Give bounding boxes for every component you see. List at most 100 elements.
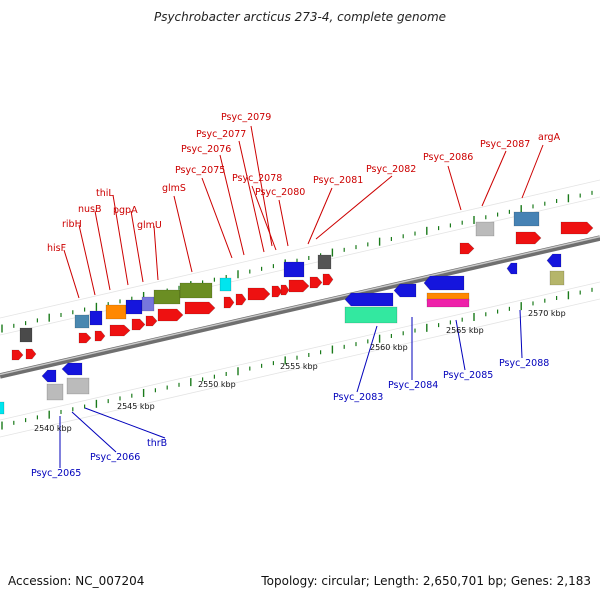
gene-feature (288, 279, 310, 293)
scale-label: 2540 kbp (34, 424, 72, 433)
gene-feature (157, 308, 184, 322)
gene-feature (475, 221, 495, 237)
gene-feature (459, 242, 475, 255)
gene-feature (515, 231, 542, 245)
gene-feature (94, 330, 106, 342)
gene-feature (153, 289, 181, 305)
gene-feature (141, 296, 155, 312)
gene-feature (283, 261, 305, 278)
gene-feature (145, 315, 158, 327)
gene-feature (109, 324, 131, 337)
gene-label: Psyc_2075 (175, 165, 225, 176)
scale-label: 2570 kbp (528, 309, 566, 318)
genome-summary-text: Topology: circular; Length: 2,650,701 bp… (261, 574, 591, 588)
gene-feature (11, 349, 24, 361)
gene-feature (105, 304, 127, 320)
gene-feature (280, 284, 290, 296)
accession-text: Accession: NC_007204 (8, 574, 145, 588)
label-leader (278, 199, 289, 247)
gene-label: Psyc_2081 (313, 175, 363, 186)
gene-label: Psyc_2080 (255, 187, 305, 198)
label-leaders (59, 125, 544, 468)
scale-label: 2565 kbp (446, 326, 484, 335)
label-leader (447, 165, 462, 211)
label-leader (519, 309, 523, 359)
scale-label: 2550 kbp (198, 380, 236, 389)
gene-label: pgpA (113, 205, 138, 216)
label-leader (356, 325, 378, 393)
gene-feature (426, 298, 470, 308)
gene-label: Psyc_2082 (366, 164, 416, 175)
gene-label: Psyc_2078 (232, 173, 282, 184)
gene-label: hisF (47, 243, 66, 254)
gene-feature (344, 306, 398, 324)
gene-label: Psyc_2086 (423, 152, 473, 163)
gene-feature (61, 362, 83, 376)
gene-feature (46, 383, 64, 401)
gene-feature (74, 314, 90, 329)
label-leader (130, 210, 144, 283)
gene-label: Psyc_2079 (221, 112, 271, 123)
label-leader (63, 249, 80, 299)
gene-label: Psyc_2076 (181, 144, 231, 155)
gene-label: argA (538, 132, 561, 143)
gene-labels: 2540 kbp 2545 kbp 2550 kbp 2555 kbp 2560 kbp… (31, 112, 566, 479)
gene-label: ribH (62, 219, 82, 230)
scale-label: 2560 kbp (370, 343, 408, 352)
label-leader (112, 194, 129, 286)
label-leader (238, 140, 265, 253)
label-leader (173, 195, 193, 273)
gene-feature (131, 318, 146, 331)
gene-feature (322, 273, 334, 286)
gene-feature (549, 270, 565, 286)
gene-feature (219, 277, 232, 292)
label-leader (315, 175, 393, 240)
gene-features (0, 211, 594, 415)
gene-feature (317, 254, 332, 270)
gene-feature (309, 276, 323, 289)
gene-label: glmS (162, 183, 186, 194)
gene-feature (78, 332, 92, 344)
gene-feature (393, 283, 417, 298)
track-outline (0, 281, 600, 421)
label-leader (455, 319, 466, 371)
gene-feature (247, 287, 271, 301)
label-leader (307, 187, 333, 245)
gene-feature (423, 275, 465, 291)
gene-label: Psyc_2085 (443, 370, 493, 381)
gene-feature (41, 369, 57, 383)
map-title: Psychrobacter arcticus 273-4, complete g… (153, 10, 447, 24)
gene-feature (344, 292, 394, 307)
gene-feature (235, 293, 247, 306)
gene-label: thrB (147, 438, 167, 449)
gene-label: Psyc_2083 (333, 392, 383, 403)
label-leader (201, 177, 233, 259)
gene-feature (19, 327, 33, 343)
gene-feature (513, 211, 540, 227)
label-leader (521, 144, 544, 199)
gene-label: thiL (96, 188, 114, 199)
gene-feature (560, 221, 594, 235)
track-outline (0, 179, 600, 319)
label-leader (250, 125, 273, 247)
gene-feature (179, 282, 213, 299)
gene-feature (506, 262, 518, 275)
label-leader (219, 154, 245, 256)
scale-label: 2555 kbp (280, 362, 318, 371)
gene-feature (184, 301, 216, 315)
gene-feature (546, 253, 562, 268)
label-leader (71, 411, 117, 453)
backbone (0, 235, 600, 379)
gene-label: nusB (78, 204, 102, 215)
label-leader (153, 225, 159, 281)
label-leader (94, 210, 111, 291)
gene-label: Psyc_2065 (31, 468, 81, 479)
gene-label: Psyc_2088 (499, 358, 549, 369)
gene-feature (125, 299, 143, 315)
gene-feature (66, 377, 90, 395)
label-leader (78, 224, 96, 296)
gene-label: Psyc_2066 (90, 452, 140, 463)
scale-label: 2545 kbp (117, 402, 155, 411)
gene-label: Psyc_2084 (388, 380, 438, 391)
